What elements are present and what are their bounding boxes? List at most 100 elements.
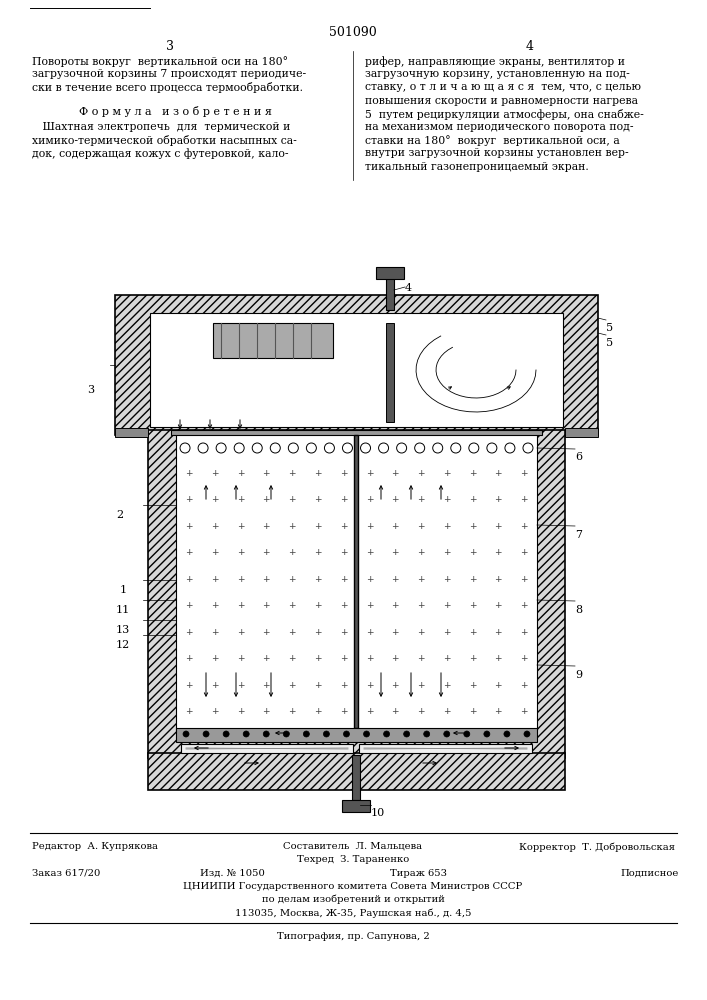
Text: +: + xyxy=(469,575,477,584)
Circle shape xyxy=(464,731,470,737)
Bar xyxy=(386,275,394,310)
Text: +: + xyxy=(417,681,425,690)
Text: +: + xyxy=(288,654,296,663)
Text: +: + xyxy=(392,601,399,610)
Text: на механизмом периодического поворота под-: на механизмом периодического поворота по… xyxy=(365,122,633,132)
Text: +: + xyxy=(211,469,218,478)
Text: +: + xyxy=(366,654,373,663)
Text: +: + xyxy=(469,654,477,663)
Text: +: + xyxy=(211,522,218,531)
Text: +: + xyxy=(495,654,502,663)
Text: +: + xyxy=(314,522,322,531)
Text: +: + xyxy=(443,548,450,557)
Text: +: + xyxy=(262,495,270,504)
Text: +: + xyxy=(314,654,322,663)
Text: +: + xyxy=(185,575,192,584)
Text: +: + xyxy=(495,601,502,610)
Text: +: + xyxy=(392,681,399,690)
Text: +: + xyxy=(211,575,218,584)
Text: +: + xyxy=(366,495,373,504)
Text: +: + xyxy=(495,575,502,584)
Circle shape xyxy=(384,731,390,737)
Text: +: + xyxy=(520,707,528,716)
Text: 6: 6 xyxy=(575,452,582,462)
Circle shape xyxy=(243,731,249,737)
Circle shape xyxy=(444,731,450,737)
Text: +: + xyxy=(262,601,270,610)
Text: +: + xyxy=(185,707,192,716)
Circle shape xyxy=(363,731,370,737)
Bar xyxy=(115,295,598,435)
Text: +: + xyxy=(288,681,296,690)
Text: +: + xyxy=(366,469,373,478)
Text: Техред  З. Тараненко: Техред З. Тараненко xyxy=(297,855,409,864)
Text: +: + xyxy=(237,628,244,637)
Text: +: + xyxy=(262,681,270,690)
Text: +: + xyxy=(237,495,244,504)
Text: +: + xyxy=(288,495,296,504)
Circle shape xyxy=(263,731,269,737)
Text: +: + xyxy=(237,548,244,557)
Circle shape xyxy=(524,731,530,737)
Bar xyxy=(176,728,537,742)
Text: +: + xyxy=(211,681,218,690)
Bar xyxy=(376,267,404,279)
Text: +: + xyxy=(288,601,296,610)
Text: +: + xyxy=(185,628,192,637)
Text: +: + xyxy=(340,654,347,663)
Text: +: + xyxy=(314,575,322,584)
Text: +: + xyxy=(443,601,450,610)
Text: +: + xyxy=(314,601,322,610)
Text: +: + xyxy=(288,707,296,716)
Text: +: + xyxy=(237,601,244,610)
Text: загрузочной корзины 7 происходят периодиче-: загрузочной корзины 7 происходят периоди… xyxy=(32,69,306,79)
Text: 113035, Москва, Ж-35, Раушская наб., д. 4,5: 113035, Москва, Ж-35, Раушская наб., д. … xyxy=(235,908,472,918)
Text: +: + xyxy=(520,522,528,531)
Bar xyxy=(181,744,353,753)
Text: +: + xyxy=(340,707,347,716)
Text: загрузочную корзину, установленную на под-: загрузочную корзину, установленную на по… xyxy=(365,69,630,79)
Text: +: + xyxy=(314,628,322,637)
Text: +: + xyxy=(211,495,218,504)
Text: 1: 1 xyxy=(120,585,127,595)
Circle shape xyxy=(423,731,430,737)
Text: +: + xyxy=(443,522,450,531)
Text: 13: 13 xyxy=(116,625,130,635)
Text: +: + xyxy=(469,628,477,637)
Text: +: + xyxy=(417,522,425,531)
Text: +: + xyxy=(185,681,192,690)
Text: +: + xyxy=(392,469,399,478)
Text: Тираж 653: Тираж 653 xyxy=(390,869,447,878)
Text: ски в течение всего процесса термообработки.: ски в течение всего процесса термообрабо… xyxy=(32,82,303,93)
Text: +: + xyxy=(443,707,450,716)
Text: +: + xyxy=(495,628,502,637)
Text: +: + xyxy=(185,548,192,557)
Text: +: + xyxy=(262,548,270,557)
Text: +: + xyxy=(469,495,477,504)
Text: +: + xyxy=(262,654,270,663)
Text: 8: 8 xyxy=(575,605,582,615)
Text: Корректор  Т. Добровольская: Корректор Т. Добровольская xyxy=(519,842,675,852)
Bar xyxy=(148,753,565,790)
Text: ставку, о т л и ч а ю щ а я с я  тем, что, с целью: ставку, о т л и ч а ю щ а я с я тем, что… xyxy=(365,82,641,92)
Text: +: + xyxy=(417,654,425,663)
Text: +: + xyxy=(366,681,373,690)
Text: Типография, пр. Сапунова, 2: Типография, пр. Сапунова, 2 xyxy=(276,932,429,941)
Text: +: + xyxy=(520,681,528,690)
Text: +: + xyxy=(469,548,477,557)
Text: +: + xyxy=(237,654,244,663)
Text: +: + xyxy=(366,548,373,557)
Text: Шахтная электропечь  для  термической и: Шахтная электропечь для термической и xyxy=(32,122,291,132)
Bar xyxy=(354,435,358,728)
Text: +: + xyxy=(495,548,502,557)
Text: +: + xyxy=(469,681,477,690)
Text: +: + xyxy=(495,681,502,690)
Text: +: + xyxy=(392,548,399,557)
Circle shape xyxy=(404,731,409,737)
Text: +: + xyxy=(417,495,425,504)
Text: +: + xyxy=(340,575,347,584)
Text: +: + xyxy=(443,575,450,584)
Text: +: + xyxy=(495,469,502,478)
Text: +: + xyxy=(288,522,296,531)
Text: +: + xyxy=(495,707,502,716)
